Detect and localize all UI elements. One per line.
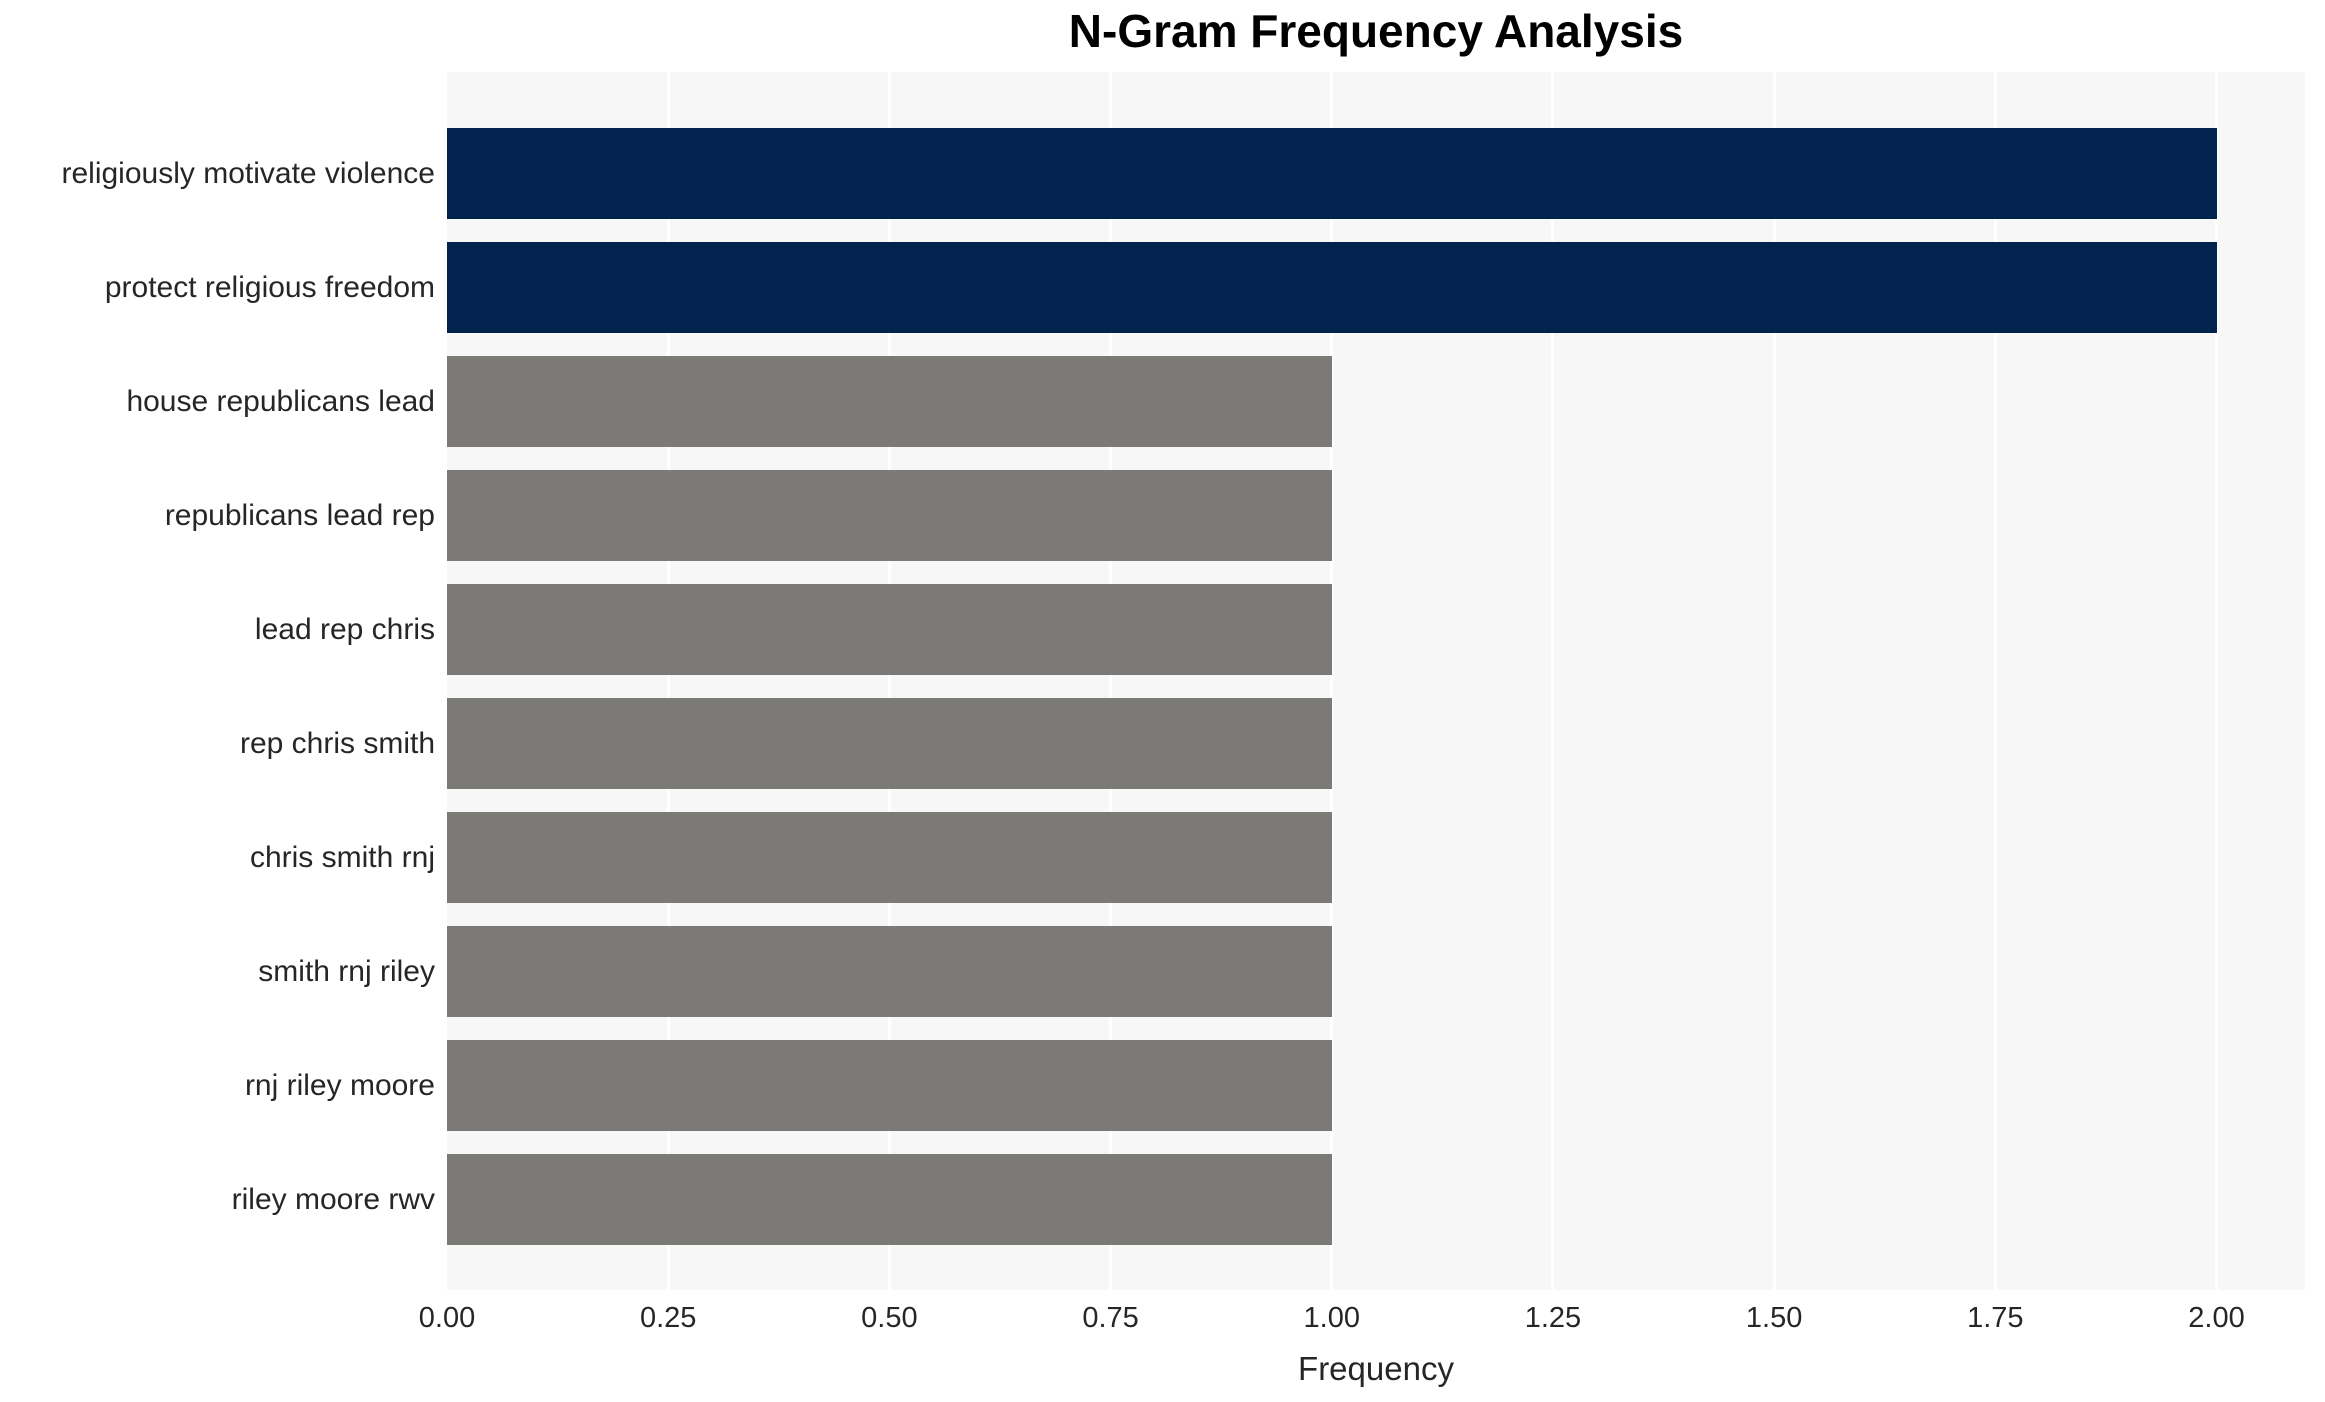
gridline [2215, 72, 2219, 1290]
x-tick-label: 1.75 [1967, 1302, 2024, 1334]
x-tick-label: 1.50 [1745, 1302, 1803, 1334]
gridline [887, 72, 891, 1290]
bar [447, 1154, 1332, 1245]
gridline [1772, 72, 1776, 1290]
y-axis-label: smith rnj riley [258, 954, 435, 988]
gridline [1330, 72, 1334, 1290]
x-tick-label: 0.75 [1082, 1302, 1139, 1334]
y-axis-label: chris smith rnj [249, 840, 435, 874]
plot-area [447, 72, 2305, 1290]
x-tick-label: 1.00 [1303, 1302, 1360, 1334]
gridline [1109, 72, 1113, 1290]
bar [447, 812, 1332, 903]
gridline [1551, 72, 1555, 1290]
bar [447, 242, 2217, 333]
gridline [666, 72, 670, 1290]
gridline [1993, 72, 1997, 1290]
x-tick-label: 0.50 [861, 1302, 918, 1334]
y-axis-label: lead rep chris [254, 612, 435, 646]
x-tick-label: 1.25 [1524, 1302, 1582, 1334]
bar [447, 356, 1332, 447]
chart-title: N-Gram Frequency Analysis [1068, 5, 1684, 57]
y-axis-label: rep chris smith [239, 726, 435, 760]
x-tick-label: 0.25 [639, 1302, 697, 1334]
bar [447, 926, 1332, 1017]
bar [447, 470, 1332, 561]
y-axis-label: religiously motivate violence [61, 156, 435, 190]
x-tick-label: 2.00 [2188, 1302, 2245, 1334]
x-tick-label: 0.00 [418, 1302, 476, 1334]
bar [447, 1040, 1332, 1131]
y-axis-label: republicans lead rep [164, 498, 435, 532]
y-axis-label: protect religious freedom [104, 270, 435, 304]
bar [447, 584, 1332, 675]
y-axis-label: house republicans lead [126, 384, 435, 418]
x-axis-title: Frequency [1298, 1350, 1454, 1387]
y-axis-label: rnj riley moore [244, 1068, 435, 1102]
x-axis-ticks: 0.00 0.25 0.50 0.75 1.00 1.25 1.50 1.75 2.00 [419, 1302, 2305, 1342]
bar [447, 698, 1332, 789]
y-axis-label: riley moore rwv [231, 1182, 435, 1216]
bar [447, 128, 2217, 219]
y-axis-labels: religiously motivate violence protect rel… [0, 72, 435, 1290]
